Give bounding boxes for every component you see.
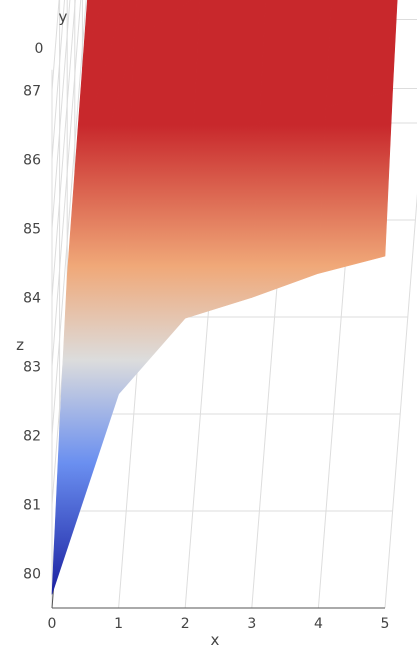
- x-tick-label-3: 3: [247, 616, 256, 632]
- x-tick-label-2: 2: [181, 616, 190, 632]
- x-tick-label-5: 5: [381, 616, 390, 632]
- y-tick-label-0: 0: [35, 41, 44, 57]
- z-tick-label-82: 82: [23, 429, 41, 445]
- surface-cell-2-1: [192, 0, 267, 146]
- z-axis-title: z: [16, 336, 24, 354]
- side-grid-z-82: [51, 0, 87, 436]
- side-grid-z-85: [51, 0, 71, 229]
- y-axis-title: y: [59, 8, 68, 26]
- z-tick-label-87: 87: [23, 84, 41, 100]
- side-grid-z-86: [51, 0, 65, 160]
- surface-cell-3-1: [259, 0, 332, 125]
- z-tick-label-86: 86: [23, 153, 41, 169]
- surface-cell-2-0: [184, 124, 260, 319]
- side-grid-z-84: [51, 0, 76, 298]
- z-tick-label-83: 83: [23, 360, 41, 376]
- surface-mesh: [51, 0, 398, 595]
- side-grid-z-83: [51, 0, 82, 367]
- floor-grid-x-5: [384, 193, 417, 609]
- z-tick-label-84: 84: [23, 291, 41, 307]
- z-tick-label-85: 85: [23, 222, 41, 238]
- surface-cell-3-0: [251, 107, 327, 298]
- x-axis-title: x: [211, 631, 220, 649]
- x-tick-label-0: 0: [48, 616, 57, 632]
- tick-labels: 0123450123458081828384858687: [23, 41, 390, 632]
- surface-cell-4-0: [318, 89, 393, 274]
- z-tick-label-80: 80: [23, 567, 41, 583]
- x-tick-label-4: 4: [314, 616, 323, 632]
- side-grid-z-87: [51, 0, 60, 91]
- x-tick-label-1: 1: [114, 616, 123, 632]
- z-tick-label-81: 81: [23, 498, 41, 514]
